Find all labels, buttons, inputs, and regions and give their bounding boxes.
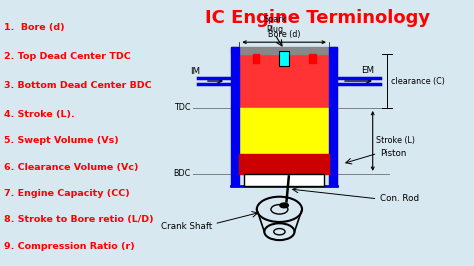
Text: Bore (d): Bore (d) [268, 30, 301, 39]
Text: Con. Rod: Con. Rod [380, 194, 419, 203]
Text: 3. Bottom Dead Center BDC: 3. Bottom Dead Center BDC [4, 81, 151, 90]
Bar [239, 54, 329, 108]
Bar [253, 54, 259, 63]
Text: 7. Engine Capacity (CC): 7. Engine Capacity (CC) [4, 189, 129, 198]
Bar [309, 54, 316, 63]
Text: BDC: BDC [173, 169, 191, 178]
Bar [239, 154, 329, 174]
Bar [239, 108, 329, 154]
Text: TDC: TDC [174, 103, 191, 113]
Text: 6. Clearance Volume (Vc): 6. Clearance Volume (Vc) [4, 163, 138, 172]
Text: 4. Stroke (L).: 4. Stroke (L). [4, 110, 74, 119]
Text: 5. Swept Volume (Vs): 5. Swept Volume (Vs) [4, 136, 118, 146]
Circle shape [280, 203, 288, 208]
Text: 9. Compression Ratio (r): 9. Compression Ratio (r) [4, 242, 135, 251]
Bar [329, 47, 337, 186]
Text: EM: EM [361, 66, 374, 75]
Text: Piston: Piston [380, 149, 406, 158]
Bar [231, 47, 239, 186]
Text: Spark
Plug: Spark Plug [263, 15, 286, 34]
Text: clearance (C): clearance (C) [391, 77, 445, 85]
Bar [231, 47, 337, 54]
Text: Crank Shaft: Crank Shaft [161, 222, 212, 231]
Bar [279, 51, 289, 66]
Text: 8. Stroke to Bore retio (L/D): 8. Stroke to Bore retio (L/D) [4, 215, 154, 224]
Text: Stroke (L): Stroke (L) [376, 136, 416, 146]
Text: 2. Top Dead Center TDC: 2. Top Dead Center TDC [4, 52, 130, 61]
Text: IC Engine Terminology: IC Engine Terminology [205, 9, 429, 27]
Text: IM: IM [191, 67, 201, 76]
Bar [244, 174, 324, 186]
Text: 1.  Bore (d): 1. Bore (d) [4, 23, 64, 32]
